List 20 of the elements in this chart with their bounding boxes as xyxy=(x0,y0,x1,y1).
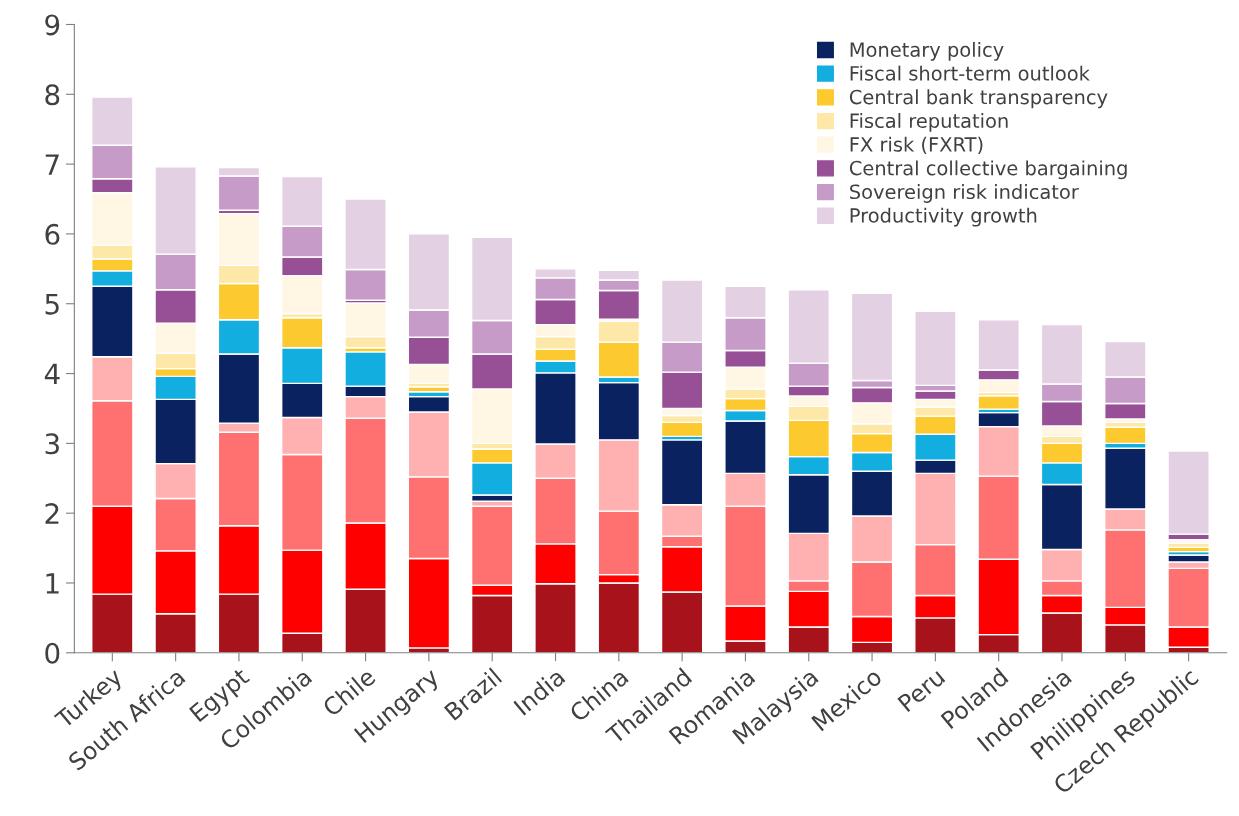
legend-label: Sovereign risk indicator xyxy=(850,184,1079,203)
y-tick-label: 1 xyxy=(46,573,59,594)
legend-label: Fiscal reputation xyxy=(850,113,1008,132)
y-tick-label: 8 xyxy=(45,84,60,106)
legend-label: Monetary policy xyxy=(850,41,1004,61)
legend-label: FX risk (FXRT) xyxy=(850,136,983,155)
y-tick-label: 0 xyxy=(45,642,60,664)
bar xyxy=(977,395,1020,410)
legend-label: Central collective bargaining xyxy=(849,160,1127,180)
y-tick-label: 7 xyxy=(45,154,59,175)
legend-label: Central bank transparency xyxy=(849,89,1108,109)
bar xyxy=(1104,426,1147,445)
legend-label: Productivity growth xyxy=(850,207,1037,227)
y-tick-label: 9 xyxy=(45,14,60,36)
y-tick-label: 4 xyxy=(44,363,60,385)
legend-label: Fiscal short-term outlook xyxy=(850,65,1090,81)
y-tick-label: 6 xyxy=(45,223,60,245)
y-tick-label: 2 xyxy=(45,503,59,524)
y-tick-label: 3 xyxy=(45,433,59,455)
y-tick-label: 5 xyxy=(45,294,59,315)
